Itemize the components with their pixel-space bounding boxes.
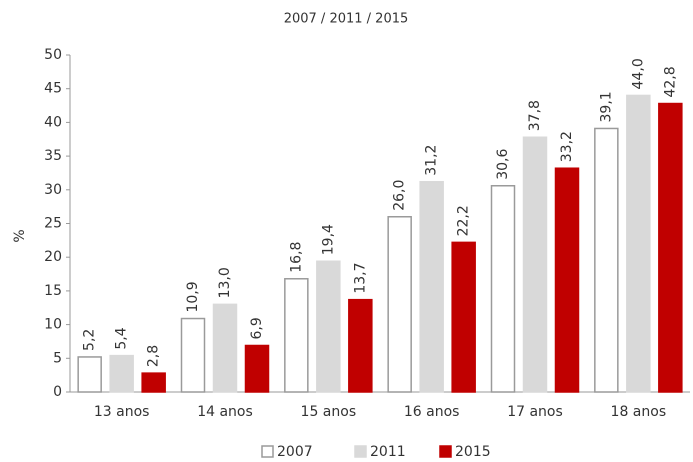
value-label: 6,9 [249, 317, 265, 339]
value-label: 39,1 [598, 91, 614, 122]
bar [141, 372, 166, 393]
value-label: 30,6 [495, 148, 511, 179]
x-tick-label: 18 anos [611, 404, 667, 420]
legend-label: 2011 [370, 444, 406, 460]
y-tick-label: 10 [44, 317, 62, 333]
bar [109, 354, 134, 393]
bar [658, 102, 683, 393]
value-label: 13,0 [217, 267, 233, 298]
bar [451, 241, 476, 393]
value-label: 33,2 [559, 131, 575, 162]
bar [77, 356, 102, 393]
legend-swatch [261, 445, 274, 458]
chart-title: 2007 / 2011 / 2015 [284, 12, 409, 27]
y-tick-label: 40 [44, 114, 62, 130]
legend-swatch [354, 445, 367, 458]
y-tick-label: 35 [44, 148, 62, 164]
value-label: 42,8 [662, 66, 678, 97]
bar [348, 298, 373, 393]
y-tick-label: 25 [44, 216, 62, 232]
x-tick-label: 14 anos [197, 404, 253, 420]
value-label: 13,7 [352, 262, 368, 293]
bar [419, 180, 444, 393]
y-tick-label: 20 [44, 249, 62, 265]
y-axis-label: % [12, 229, 28, 242]
value-label: 26,0 [392, 180, 408, 211]
y-tick-label: 15 [44, 283, 62, 299]
x-tick-label: 16 anos [404, 404, 460, 420]
bar [594, 127, 619, 393]
value-label: 10,9 [185, 281, 201, 312]
bar [490, 185, 516, 393]
y-tick-label: 5 [53, 350, 62, 366]
bar [387, 216, 412, 393]
legend-label: 2015 [455, 444, 491, 460]
x-tick-label: 15 anos [301, 404, 357, 420]
y-tick-label: 30 [44, 182, 62, 198]
bar [626, 94, 651, 393]
legend-swatch [439, 445, 452, 458]
value-label: 31,2 [424, 145, 440, 176]
value-label: 16,8 [288, 242, 304, 273]
bar [180, 317, 206, 393]
bar [212, 303, 238, 393]
y-tick-label: 0 [53, 384, 62, 400]
value-label: 19,4 [320, 224, 336, 255]
value-label: 5,4 [114, 327, 130, 349]
bar [522, 136, 548, 393]
bar [316, 260, 341, 393]
x-tick-label: 13 anos [94, 404, 150, 420]
legend-label: 2007 [277, 444, 313, 460]
value-label: 44,0 [630, 58, 646, 89]
y-tick-label: 45 [44, 81, 62, 97]
value-label: 2,8 [146, 345, 162, 367]
x-tick-label: 17 anos [507, 404, 563, 420]
bar [244, 344, 270, 393]
value-label: 22,2 [456, 205, 472, 236]
bar [284, 278, 309, 393]
value-label: 37,8 [527, 100, 543, 131]
y-tick-label: 50 [44, 47, 62, 63]
value-label: 5,2 [82, 329, 98, 351]
bar [554, 167, 580, 393]
